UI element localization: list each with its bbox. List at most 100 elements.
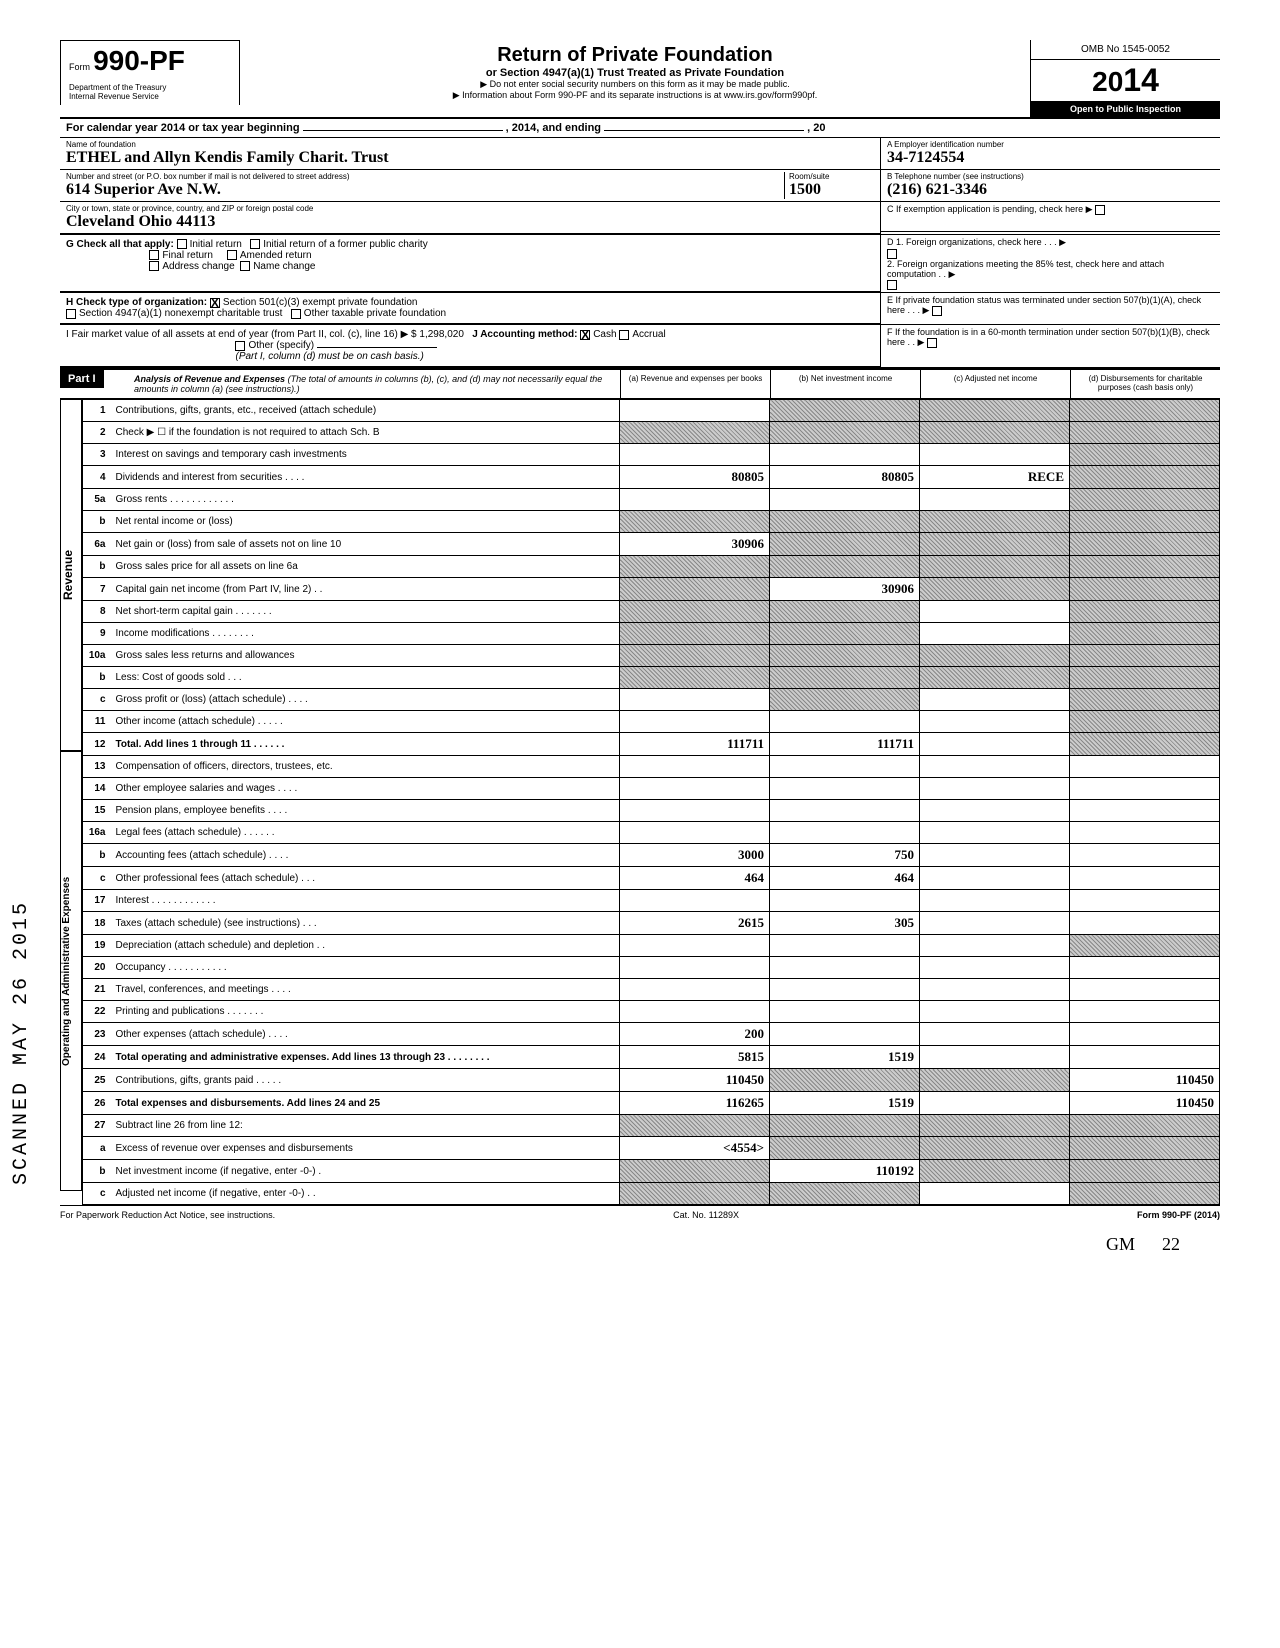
col-c-value — [920, 1137, 1070, 1160]
table-row: 8Net short-term capital gain . . . . . .… — [83, 601, 1220, 623]
line-number: 20 — [83, 957, 111, 979]
j-cash-checkbox[interactable] — [580, 330, 590, 340]
cal-text-1: For calendar year 2014 or tax year begin… — [66, 122, 300, 134]
col-b-header: (b) Net investment income — [770, 370, 920, 398]
line-number: 13 — [83, 756, 111, 778]
line-number: 1 — [83, 400, 111, 422]
note-1: ▶ Do not enter social security numbers o… — [244, 79, 1026, 90]
part1-label: Part I — [60, 370, 104, 388]
dept-line-1: Department of the Treasury — [69, 83, 231, 92]
line-number: a — [83, 1137, 111, 1160]
f-section: F If the foundation is in a 60-month ter… — [880, 325, 1220, 367]
h-501c3-checkbox[interactable] — [210, 298, 220, 308]
col-c-value — [920, 912, 1070, 935]
identity-right: A Employer identification number 34-7124… — [880, 138, 1220, 234]
col-a-value — [620, 400, 770, 422]
col-a-value — [620, 444, 770, 466]
g-former-checkbox[interactable] — [250, 239, 260, 249]
g-amended-checkbox[interactable] — [227, 250, 237, 260]
col-c-value — [920, 957, 1070, 979]
col-d-value — [1070, 1115, 1220, 1137]
col-b-value — [770, 778, 920, 800]
g-opt-former: Initial return of a former public charit… — [263, 239, 428, 250]
table-row: bNet rental income or (loss) — [83, 511, 1220, 533]
col-d-value — [1070, 1137, 1220, 1160]
line-number: 25 — [83, 1069, 111, 1092]
col-d-value — [1070, 1160, 1220, 1183]
g-opt-final: Final return — [162, 250, 213, 261]
lines-table-wrap: 1Contributions, gifts, grants, etc., rec… — [82, 399, 1220, 1205]
form-number: 990-PF — [93, 45, 185, 76]
address-field: Number and street (or P.O. box number if… — [60, 170, 880, 202]
h-4947-checkbox[interactable] — [66, 309, 76, 319]
j-accrual-checkbox[interactable] — [619, 330, 629, 340]
line-number: 18 — [83, 912, 111, 935]
col-b-value — [770, 1023, 920, 1046]
j-other-checkbox[interactable] — [235, 341, 245, 351]
f-checkbox[interactable] — [927, 338, 937, 348]
g-address-checkbox[interactable] — [149, 261, 159, 271]
col-a-value: 30906 — [620, 533, 770, 556]
col-b-value — [770, 533, 920, 556]
table-row: 18Taxes (attach schedule) (see instructi… — [83, 912, 1220, 935]
year-prefix: 20 — [1092, 66, 1123, 97]
line-number: c — [83, 1183, 111, 1205]
line-description: Depreciation (attach schedule) and deple… — [111, 935, 620, 957]
col-a-value — [620, 601, 770, 623]
col-d-value — [1070, 778, 1220, 800]
g-name-checkbox[interactable] — [240, 261, 250, 271]
table-row: 2Check ▶ ☐ if the foundation is not requ… — [83, 422, 1220, 444]
table-row: 10aGross sales less returns and allowanc… — [83, 645, 1220, 667]
year-bold: 14 — [1123, 62, 1159, 98]
col-c-value: RECE — [920, 466, 1070, 489]
line-description: Less: Cost of goods sold . . . — [111, 667, 620, 689]
g-final-checkbox[interactable] — [149, 250, 159, 260]
line-number: 19 — [83, 935, 111, 957]
initials: GM — [1106, 1234, 1135, 1254]
line-number: b — [83, 556, 111, 578]
table-row: bGross sales price for all assets on lin… — [83, 556, 1220, 578]
expenses-side-label: Operating and Administrative Expenses — [60, 751, 82, 1191]
col-c-value — [920, 1115, 1070, 1137]
col-c-value — [920, 1092, 1070, 1115]
line-description: Gross sales price for all assets on line… — [111, 556, 620, 578]
col-d-value — [1070, 511, 1220, 533]
table-row: bAccounting fees (attach schedule) . . .… — [83, 844, 1220, 867]
line-description: Other income (attach schedule) . . . . . — [111, 711, 620, 733]
col-b-value: 750 — [770, 844, 920, 867]
part1-label-cell: Part I — [60, 370, 130, 398]
e-checkbox[interactable] — [932, 306, 942, 316]
col-d-value — [1070, 533, 1220, 556]
line-number: 11 — [83, 711, 111, 733]
h-section: H Check type of organization: Section 50… — [60, 293, 880, 324]
col-b-value — [770, 689, 920, 711]
line-number: 4 — [83, 466, 111, 489]
table-row: 27Subtract line 26 from line 12: — [83, 1115, 1220, 1137]
line-number: 16a — [83, 822, 111, 844]
d1-checkbox[interactable] — [887, 249, 897, 259]
col-a-value — [620, 822, 770, 844]
col-d-header: (d) Disbursements for charitable purpose… — [1070, 370, 1220, 398]
h-other-checkbox[interactable] — [291, 309, 301, 319]
col-d-value — [1070, 1046, 1220, 1069]
line-number: 17 — [83, 890, 111, 912]
col-d-value — [1070, 489, 1220, 511]
col-d-value — [1070, 1183, 1220, 1205]
col-c-value — [920, 1069, 1070, 1092]
col-c-value — [920, 711, 1070, 733]
col-d-value — [1070, 601, 1220, 623]
col-b-value — [770, 756, 920, 778]
g-initial-checkbox[interactable] — [177, 239, 187, 249]
c-checkbox[interactable] — [1095, 205, 1105, 215]
line-description: Gross sales less returns and allowances — [111, 645, 620, 667]
col-b-value — [770, 444, 920, 466]
h-opt2: Section 4947(a)(1) nonexempt charitable … — [79, 308, 282, 319]
line-description: Gross profit or (loss) (attach schedule)… — [111, 689, 620, 711]
addr-label: Number and street (or P.O. box number if… — [66, 172, 784, 181]
room-suite: 1500 — [789, 181, 821, 198]
col-c-value — [920, 1001, 1070, 1023]
d2-checkbox[interactable] — [887, 280, 897, 290]
col-b-value — [770, 935, 920, 957]
col-a-value — [620, 957, 770, 979]
j-note: (Part I, column (d) must be on cash basi… — [235, 351, 423, 362]
